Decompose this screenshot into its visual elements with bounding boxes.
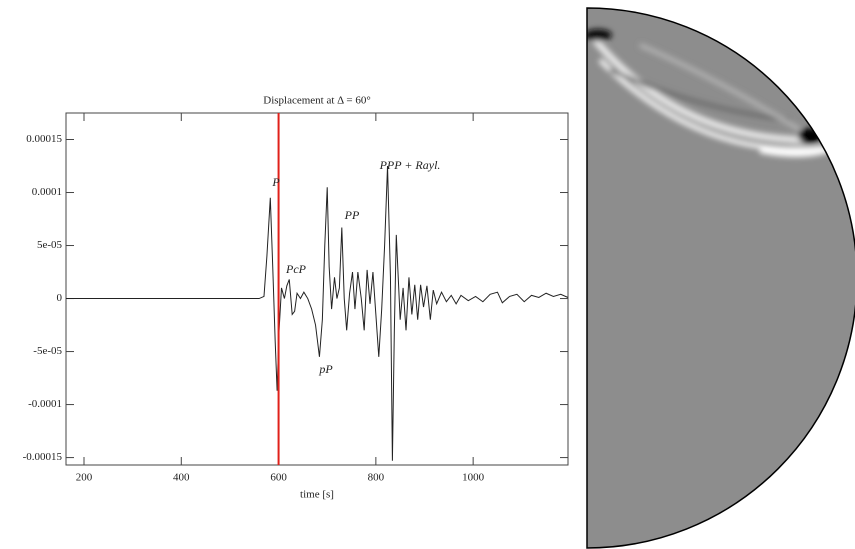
y-tick-label: 0.00015: [26, 133, 62, 145]
phase-label: PPP + Rayl.: [379, 158, 441, 172]
x-axis-label: time [s]: [300, 489, 334, 501]
x-tick-label: 1000: [462, 472, 485, 484]
x-tick-label: 800: [368, 472, 385, 484]
y-tick-label: -5e-05: [33, 345, 62, 357]
phase-label: PcP: [285, 262, 307, 276]
y-tick-label: -0.0001: [28, 398, 62, 410]
wavefield-image: [586, 7, 855, 549]
phase-label: PP: [344, 208, 360, 222]
chart-title: Displacement at Δ = 60°: [263, 95, 371, 107]
y-tick-label: -0.00015: [23, 451, 63, 463]
waveform: [66, 165, 569, 461]
x-tick-label: 600: [270, 472, 287, 484]
x-tick-label: 400: [173, 472, 190, 484]
phase-label: P: [271, 175, 280, 189]
phase-label: pP: [318, 362, 333, 376]
y-tick-label: 0: [57, 292, 63, 304]
plot-frame: [65, 112, 569, 466]
y-tick-label: 0.0001: [32, 186, 62, 198]
y-tick-label: 5e-05: [37, 239, 63, 251]
x-tick-label: 200: [76, 472, 93, 484]
